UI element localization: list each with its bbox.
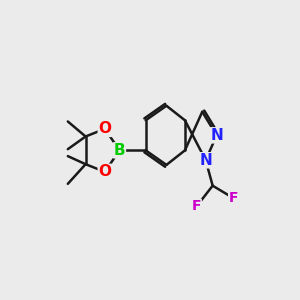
Text: N: N bbox=[200, 153, 212, 168]
Text: O: O bbox=[98, 122, 111, 136]
Text: O: O bbox=[98, 164, 111, 179]
Text: F: F bbox=[192, 200, 201, 214]
Text: N: N bbox=[210, 128, 223, 143]
Text: B: B bbox=[114, 143, 125, 158]
Text: F: F bbox=[229, 191, 238, 205]
